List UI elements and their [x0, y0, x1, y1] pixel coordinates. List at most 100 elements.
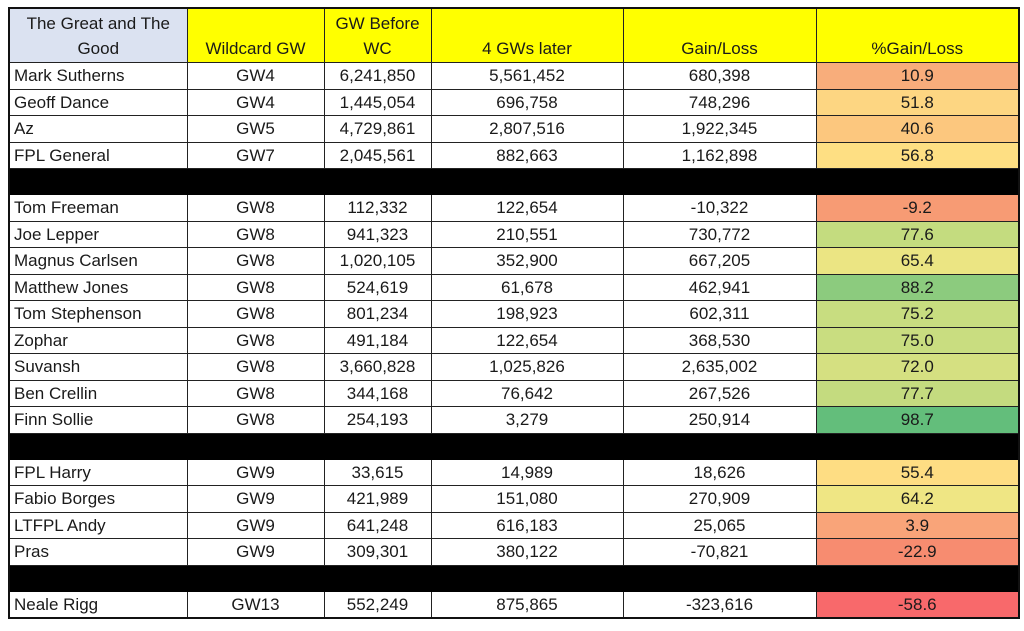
header-manager: The Great and The Good: [8, 7, 188, 63]
pct-gain-loss-cell: 51.8: [815, 88, 1020, 116]
gain-loss-cell: 680,398: [622, 62, 817, 90]
rank-before-cell: 344,168: [323, 379, 432, 407]
separator-bar: [8, 168, 1020, 195]
manager-name-cell: FPL General: [8, 141, 188, 169]
manager-name-cell: Magnus Carlsen: [8, 247, 188, 275]
table-row: Mark Sutherns GW4 6,241,850 5,561,452 680,39…: [8, 62, 1020, 90]
manager-name-cell: Ben Crellin: [8, 379, 188, 407]
wildcard-gw-cell: GW8: [186, 379, 325, 407]
rank-later-cell: 352,900: [430, 247, 624, 275]
rank-later-cell: 2,807,516: [430, 115, 624, 143]
manager-name-cell: Pras: [8, 538, 188, 566]
pct-gain-loss-cell: 77.7: [815, 379, 1020, 407]
manager-name-cell: Fabio Borges: [8, 485, 188, 513]
pct-gain-loss-cell: 55.4: [815, 458, 1020, 486]
table-row: Zophar GW8 491,184 122,654 368,530 75.0: [8, 326, 1020, 354]
manager-name-cell: FPL Harry: [8, 458, 188, 486]
table-body: Mark Sutherns GW4 6,241,850 5,561,452 680,39…: [8, 62, 1020, 619]
rank-before-cell: 524,619: [323, 273, 432, 301]
pct-gain-loss-cell: 75.0: [815, 326, 1020, 354]
header-row: The Great and The Good Wildcard GW GW Be…: [8, 7, 1020, 63]
wildcard-gw-cell: GW9: [186, 538, 325, 566]
gain-loss-cell: 270,909: [622, 485, 817, 513]
rank-before-cell: 1,020,105: [323, 247, 432, 275]
table-row: Joe Lepper GW8 941,323 210,551 730,772 77.6: [8, 220, 1020, 248]
gain-loss-cell: 602,311: [622, 300, 817, 328]
rank-before-cell: 641,248: [323, 511, 432, 539]
pct-gain-loss-cell: 40.6: [815, 115, 1020, 143]
gain-loss-cell: -10,322: [622, 194, 817, 222]
rank-later-cell: 875,865: [430, 590, 624, 619]
pct-gain-loss-cell: 75.2: [815, 300, 1020, 328]
rank-before-cell: 33,615: [323, 458, 432, 486]
table-row: FPL Harry GW9 33,615 14,989 18,626 55.4: [8, 458, 1020, 486]
table-row: Fabio Borges GW9 421,989 151,080 270,909 64.2: [8, 485, 1020, 513]
wildcard-gw-cell: GW8: [186, 300, 325, 328]
wildcard-gw-cell: GW8: [186, 273, 325, 301]
wildcard-gw-cell: GW8: [186, 220, 325, 248]
manager-name-cell: Zophar: [8, 326, 188, 354]
rank-later-cell: 210,551: [430, 220, 624, 248]
gain-loss-cell: -70,821: [622, 538, 817, 566]
gain-loss-cell: 462,941: [622, 273, 817, 301]
rank-before-cell: 552,249: [323, 590, 432, 619]
table-row: Tom Freeman GW8 112,332 122,654 -10,322 -9.2: [8, 194, 1020, 222]
pct-gain-loss-cell: 88.2: [815, 273, 1020, 301]
gain-loss-cell: 748,296: [622, 88, 817, 116]
rank-before-cell: 6,241,850: [323, 62, 432, 90]
pct-gain-loss-cell: 64.2: [815, 485, 1020, 513]
table-row: Ben Crellin GW8 344,168 76,642 267,526 77.7: [8, 379, 1020, 407]
rank-before-cell: 254,193: [323, 406, 432, 434]
manager-name-cell: Joe Lepper: [8, 220, 188, 248]
wildcard-gw-cell: GW8: [186, 194, 325, 222]
table-row: Suvansh GW8 3,660,828 1,025,826 2,635,002 72.…: [8, 353, 1020, 381]
gain-loss-cell: 267,526: [622, 379, 817, 407]
pct-gain-loss-cell: 98.7: [815, 406, 1020, 434]
pct-gain-loss-cell: -9.2: [815, 194, 1020, 222]
gain-loss-cell: 667,205: [622, 247, 817, 275]
rank-before-cell: 112,332: [323, 194, 432, 222]
rank-later-cell: 3,279: [430, 406, 624, 434]
manager-name-cell: Geoff Dance: [8, 88, 188, 116]
table-row: Magnus Carlsen GW8 1,020,105 352,900 667,205…: [8, 247, 1020, 275]
rank-later-cell: 5,561,452: [430, 62, 624, 90]
rank-later-cell: 151,080: [430, 485, 624, 513]
rank-later-cell: 882,663: [430, 141, 624, 169]
manager-name-cell: Neale Rigg: [8, 590, 188, 619]
header-gw-before-wc: GW Before WC: [323, 7, 432, 63]
gain-loss-cell: 368,530: [622, 326, 817, 354]
manager-name-cell: LTFPL Andy: [8, 511, 188, 539]
rank-later-cell: 380,122: [430, 538, 624, 566]
table-row: Tom Stephenson GW8 801,234 198,923 602,311 75…: [8, 300, 1020, 328]
wildcard-comparison-table: The Great and The Good Wildcard GW GW Be…: [8, 7, 1020, 619]
rank-before-cell: 801,234: [323, 300, 432, 328]
rank-later-cell: 61,678: [430, 273, 624, 301]
gain-loss-cell: 25,065: [622, 511, 817, 539]
gain-loss-cell: 18,626: [622, 458, 817, 486]
table-container: The Great and The Good Wildcard GW GW Be…: [8, 7, 1020, 619]
rank-before-cell: 421,989: [323, 485, 432, 513]
wildcard-gw-cell: GW7: [186, 141, 325, 169]
rank-before-cell: 1,445,054: [323, 88, 432, 116]
rank-before-cell: 309,301: [323, 538, 432, 566]
wildcard-gw-cell: GW9: [186, 485, 325, 513]
header-gain-loss: Gain/Loss: [622, 7, 817, 63]
pct-gain-loss-cell: 56.8: [815, 141, 1020, 169]
rank-later-cell: 616,183: [430, 511, 624, 539]
rank-before-cell: 4,729,861: [323, 115, 432, 143]
header-4-gws-later: 4 GWs later: [430, 7, 624, 63]
manager-name-cell: Suvansh: [8, 353, 188, 381]
wildcard-gw-cell: GW8: [186, 326, 325, 354]
manager-name-cell: Tom Stephenson: [8, 300, 188, 328]
rank-later-cell: 696,758: [430, 88, 624, 116]
manager-name-cell: Matthew Jones: [8, 273, 188, 301]
group-separator: [8, 432, 1020, 460]
wildcard-gw-cell: GW4: [186, 62, 325, 90]
gain-loss-cell: -323,616: [622, 590, 817, 619]
separator-bar: [8, 432, 1020, 460]
manager-name-cell: Mark Sutherns: [8, 62, 188, 90]
pct-gain-loss-cell: -58.6: [815, 590, 1020, 619]
wildcard-gw-cell: GW4: [186, 88, 325, 116]
manager-name-cell: Tom Freeman: [8, 194, 188, 222]
rank-before-cell: 491,184: [323, 326, 432, 354]
